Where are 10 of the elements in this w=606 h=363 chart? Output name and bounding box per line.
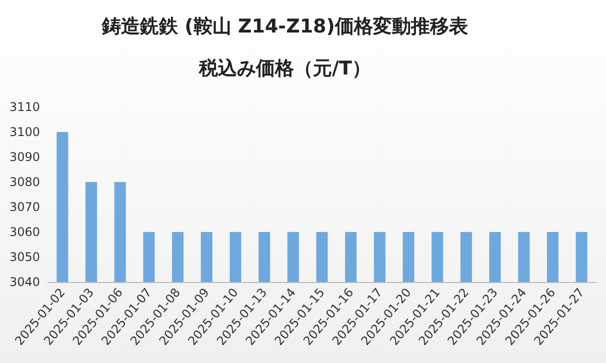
- y-tick-label: 3040: [9, 275, 40, 289]
- y-tick-label: 3110: [9, 100, 40, 114]
- y-tick-label: 3050: [9, 250, 40, 264]
- y-tick-label: 3060: [9, 225, 40, 239]
- y-tick-label: 3070: [9, 200, 40, 214]
- chart-title: 鋳造銑鉄 (鞍山 Z14-Z18)価格変動推移表: [101, 16, 469, 38]
- y-tick-label: 3080: [9, 175, 40, 189]
- y-tick-label: 3100: [9, 125, 40, 139]
- chart-subtitle: 税込み価格（元/T）: [198, 58, 371, 80]
- y-tick-label: 3090: [9, 150, 40, 164]
